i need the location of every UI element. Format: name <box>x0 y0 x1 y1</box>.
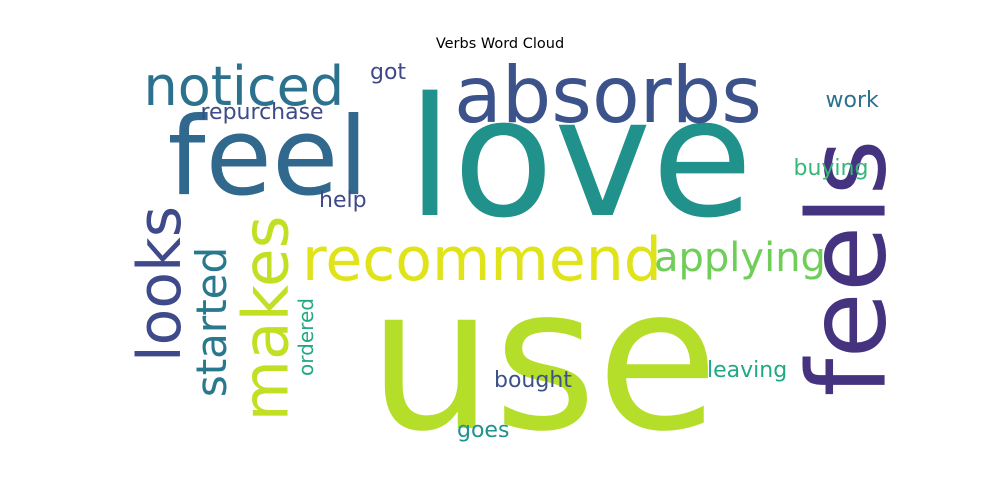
chart-title: Verbs Word Cloud <box>435 36 565 52</box>
word-ordered: ordered <box>293 298 318 376</box>
word-recommend: recommend <box>302 225 662 295</box>
word-started: started <box>187 246 237 398</box>
word-absorbs: absorbs <box>454 63 762 141</box>
word-bought: bought <box>494 368 572 393</box>
word-repurchase: repurchase <box>200 100 324 125</box>
word-makes: makes <box>229 215 303 421</box>
word-looks: looks <box>125 205 196 363</box>
word-got: got <box>370 63 407 85</box>
word-noticed: noticed <box>143 63 345 118</box>
word-goes: goes <box>457 418 510 443</box>
word-help: help <box>319 188 367 213</box>
word-leaving: leaving <box>707 358 788 383</box>
word-feel: feel <box>167 95 369 220</box>
word-work: work <box>825 88 879 113</box>
word-cloud: use love feel feels absorbs makes looks recomme… <box>125 63 900 450</box>
word-use: use <box>368 244 719 451</box>
word-love: love <box>407 63 753 254</box>
word-buying: buying <box>793 156 869 181</box>
word-applying: applying <box>654 235 826 281</box>
